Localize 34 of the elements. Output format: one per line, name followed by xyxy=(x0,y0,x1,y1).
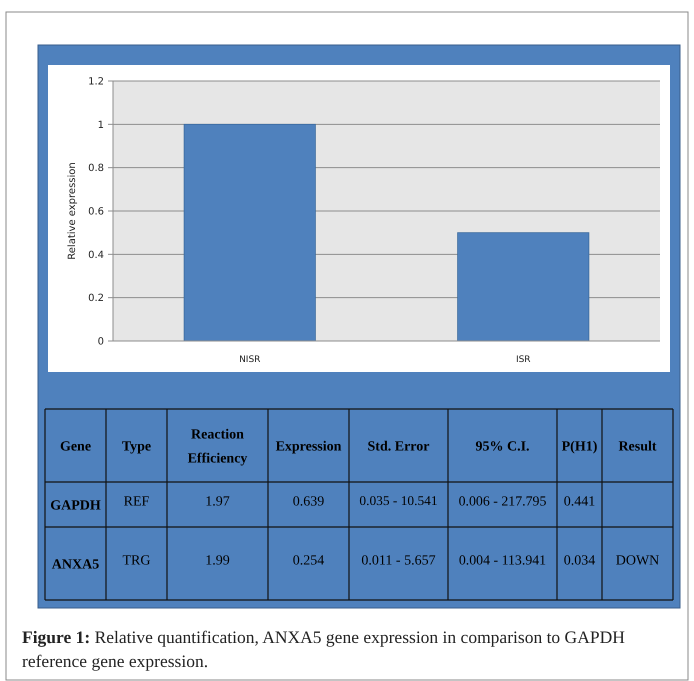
category-label: Gene xyxy=(60,439,92,454)
x-tick-label: ISR xyxy=(516,355,531,365)
y-axis-title: Relative expression xyxy=(67,162,78,260)
category-label: P(H1) xyxy=(562,439,598,454)
text: 0.034 xyxy=(564,553,596,568)
text: 0.004 - 113.941 xyxy=(458,552,546,568)
category-label: Result xyxy=(618,439,657,454)
category-label: Expression xyxy=(276,439,342,454)
text: 0.441 xyxy=(564,494,596,510)
y-tick-label: 0.4 xyxy=(88,250,104,261)
category-label: Type xyxy=(122,439,152,454)
y-tick-label: 1 xyxy=(98,120,104,131)
y-tick-label: 0 xyxy=(98,336,104,348)
text: 0.639 xyxy=(292,494,324,510)
category-label: 95% C.I. xyxy=(475,439,530,454)
y-tick-label: 1.2 xyxy=(88,76,104,88)
x-tick-label: NISR xyxy=(239,355,260,365)
text: 0.006 - 217.795 xyxy=(458,493,546,508)
caption: Figure 1: xyxy=(22,627,90,647)
text: 0.254 xyxy=(292,553,324,568)
text: 1.99 xyxy=(205,553,230,568)
text: DOWN xyxy=(616,553,660,568)
category-label: Reaction Efficiency xyxy=(188,427,248,466)
text: 1.97 xyxy=(205,494,230,510)
text: ANXA5 xyxy=(52,557,100,572)
text: 0.035 - 10.541 xyxy=(359,493,438,508)
y-tick-label: 0.8 xyxy=(88,163,104,174)
text: REF xyxy=(124,494,150,510)
text: TRG xyxy=(122,553,150,568)
category-label: Std. Error xyxy=(368,439,430,454)
text: GAPDH xyxy=(50,498,101,514)
y-tick-label: 0.2 xyxy=(88,293,104,304)
text: 0.011 - 5.657 xyxy=(361,553,436,568)
y-tick-label: 0.6 xyxy=(88,206,104,218)
